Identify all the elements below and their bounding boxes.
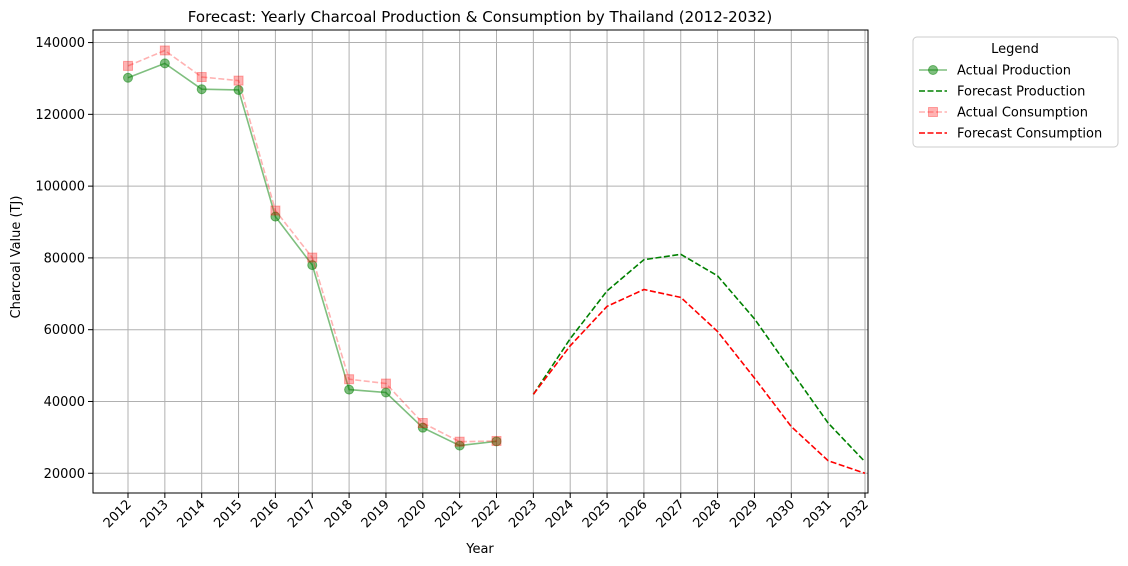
legend-label: Forecast Production bbox=[957, 85, 1085, 100]
data-point bbox=[344, 384, 355, 395]
legend-entry-actual-consumption: Actual Consumption bbox=[919, 106, 1088, 121]
x-tick-label: 2015 bbox=[211, 497, 245, 531]
data-point bbox=[196, 72, 207, 83]
data-point bbox=[307, 252, 318, 263]
data-point bbox=[380, 378, 391, 389]
data-point bbox=[233, 84, 244, 95]
y-tick-label: 40000 bbox=[44, 395, 85, 410]
data-point bbox=[454, 440, 465, 451]
data-point bbox=[307, 260, 318, 271]
x-axis-title: Year bbox=[465, 542, 494, 557]
x-tick-label: 2022 bbox=[469, 497, 503, 531]
plot-frame bbox=[92, 29, 869, 494]
y-tick-label: 140000 bbox=[35, 36, 85, 51]
data-point bbox=[417, 418, 428, 429]
x-tick-label: 2018 bbox=[322, 497, 356, 531]
data-point bbox=[123, 72, 133, 83]
x-tick-label: 2014 bbox=[175, 497, 209, 531]
x-tick-label: 2016 bbox=[248, 497, 282, 531]
data-point bbox=[380, 387, 391, 398]
x-tick-label: 2012 bbox=[101, 497, 135, 531]
x-tick-label: 2024 bbox=[543, 497, 577, 531]
legend-entry-forecast-production: Forecast Production bbox=[919, 85, 1085, 100]
series-actual-production bbox=[123, 58, 502, 451]
x-tick-label: 2023 bbox=[506, 497, 540, 531]
data-point bbox=[196, 84, 207, 95]
x-tick-label: 2027 bbox=[654, 497, 688, 531]
legend-entry-actual-production: Actual Production bbox=[919, 64, 1071, 79]
data-point bbox=[491, 435, 502, 446]
chart-title: Forecast: Yearly Charcoal Production & C… bbox=[188, 8, 772, 26]
data-point bbox=[270, 205, 281, 216]
x-tick-label: 2030 bbox=[764, 497, 798, 531]
grid bbox=[93, 30, 868, 493]
y-tick-label: 20000 bbox=[44, 467, 85, 482]
legend-label: Forecast Consumption bbox=[957, 127, 1102, 142]
x-tick-label: 2020 bbox=[396, 497, 430, 531]
legend-box bbox=[912, 36, 1119, 148]
legend: Legend Actual Production Forecast Product… bbox=[912, 36, 1119, 148]
y-tick-label: 80000 bbox=[44, 251, 85, 266]
data-point bbox=[159, 45, 170, 56]
x-tick-label: 2026 bbox=[617, 497, 651, 531]
x-tick-label: 2019 bbox=[359, 497, 393, 531]
y-tick-label: 60000 bbox=[44, 323, 85, 338]
y-axis-title: Charcoal Value (TJ) bbox=[9, 196, 24, 319]
x-tick-label: 2017 bbox=[285, 497, 319, 531]
series-line-actual-consumption bbox=[127, 49, 497, 443]
x-tick-label: 2032 bbox=[838, 497, 872, 531]
data-point bbox=[233, 75, 244, 86]
series-line-forecast-consumption bbox=[532, 288, 866, 475]
x-tick-label: 2031 bbox=[801, 497, 835, 531]
data-point bbox=[159, 58, 170, 69]
data-point bbox=[123, 60, 133, 71]
data-point bbox=[344, 374, 355, 385]
data-point bbox=[491, 436, 502, 447]
y-axis: 20000 40000 60000 80000 100000 120000 140000 bbox=[35, 36, 93, 482]
legend-entries: Actual Production Forecast Production Actu… bbox=[919, 64, 1102, 142]
legend-entry-forecast-consumption: Forecast Consumption bbox=[919, 127, 1102, 142]
data-point bbox=[454, 436, 465, 447]
series-line-forecast-production bbox=[532, 253, 866, 463]
data-point bbox=[270, 211, 281, 222]
x-tick-label: 2029 bbox=[727, 497, 761, 531]
series-actual-consumption bbox=[123, 45, 502, 447]
x-tick-label: 2021 bbox=[432, 497, 466, 531]
legend-marker bbox=[928, 107, 938, 117]
y-tick-label: 100000 bbox=[35, 180, 85, 195]
y-tick-label: 120000 bbox=[35, 108, 85, 123]
x-axis: 2012 2013 2014 2015 2016 2017 2018 2019 2020 2021… bbox=[101, 493, 872, 531]
series-forecast-consumption bbox=[532, 288, 866, 475]
legend-label: Actual Consumption bbox=[957, 106, 1088, 121]
x-tick-label: 2025 bbox=[580, 497, 614, 531]
legend-label: Actual Production bbox=[957, 64, 1071, 79]
legend-marker bbox=[928, 65, 938, 75]
x-tick-label: 2028 bbox=[690, 497, 724, 531]
series-layer bbox=[123, 45, 866, 475]
data-point bbox=[417, 422, 428, 433]
x-tick-label: 2013 bbox=[138, 497, 172, 531]
legend-title: Legend bbox=[991, 42, 1039, 57]
series-forecast-production bbox=[532, 253, 866, 463]
